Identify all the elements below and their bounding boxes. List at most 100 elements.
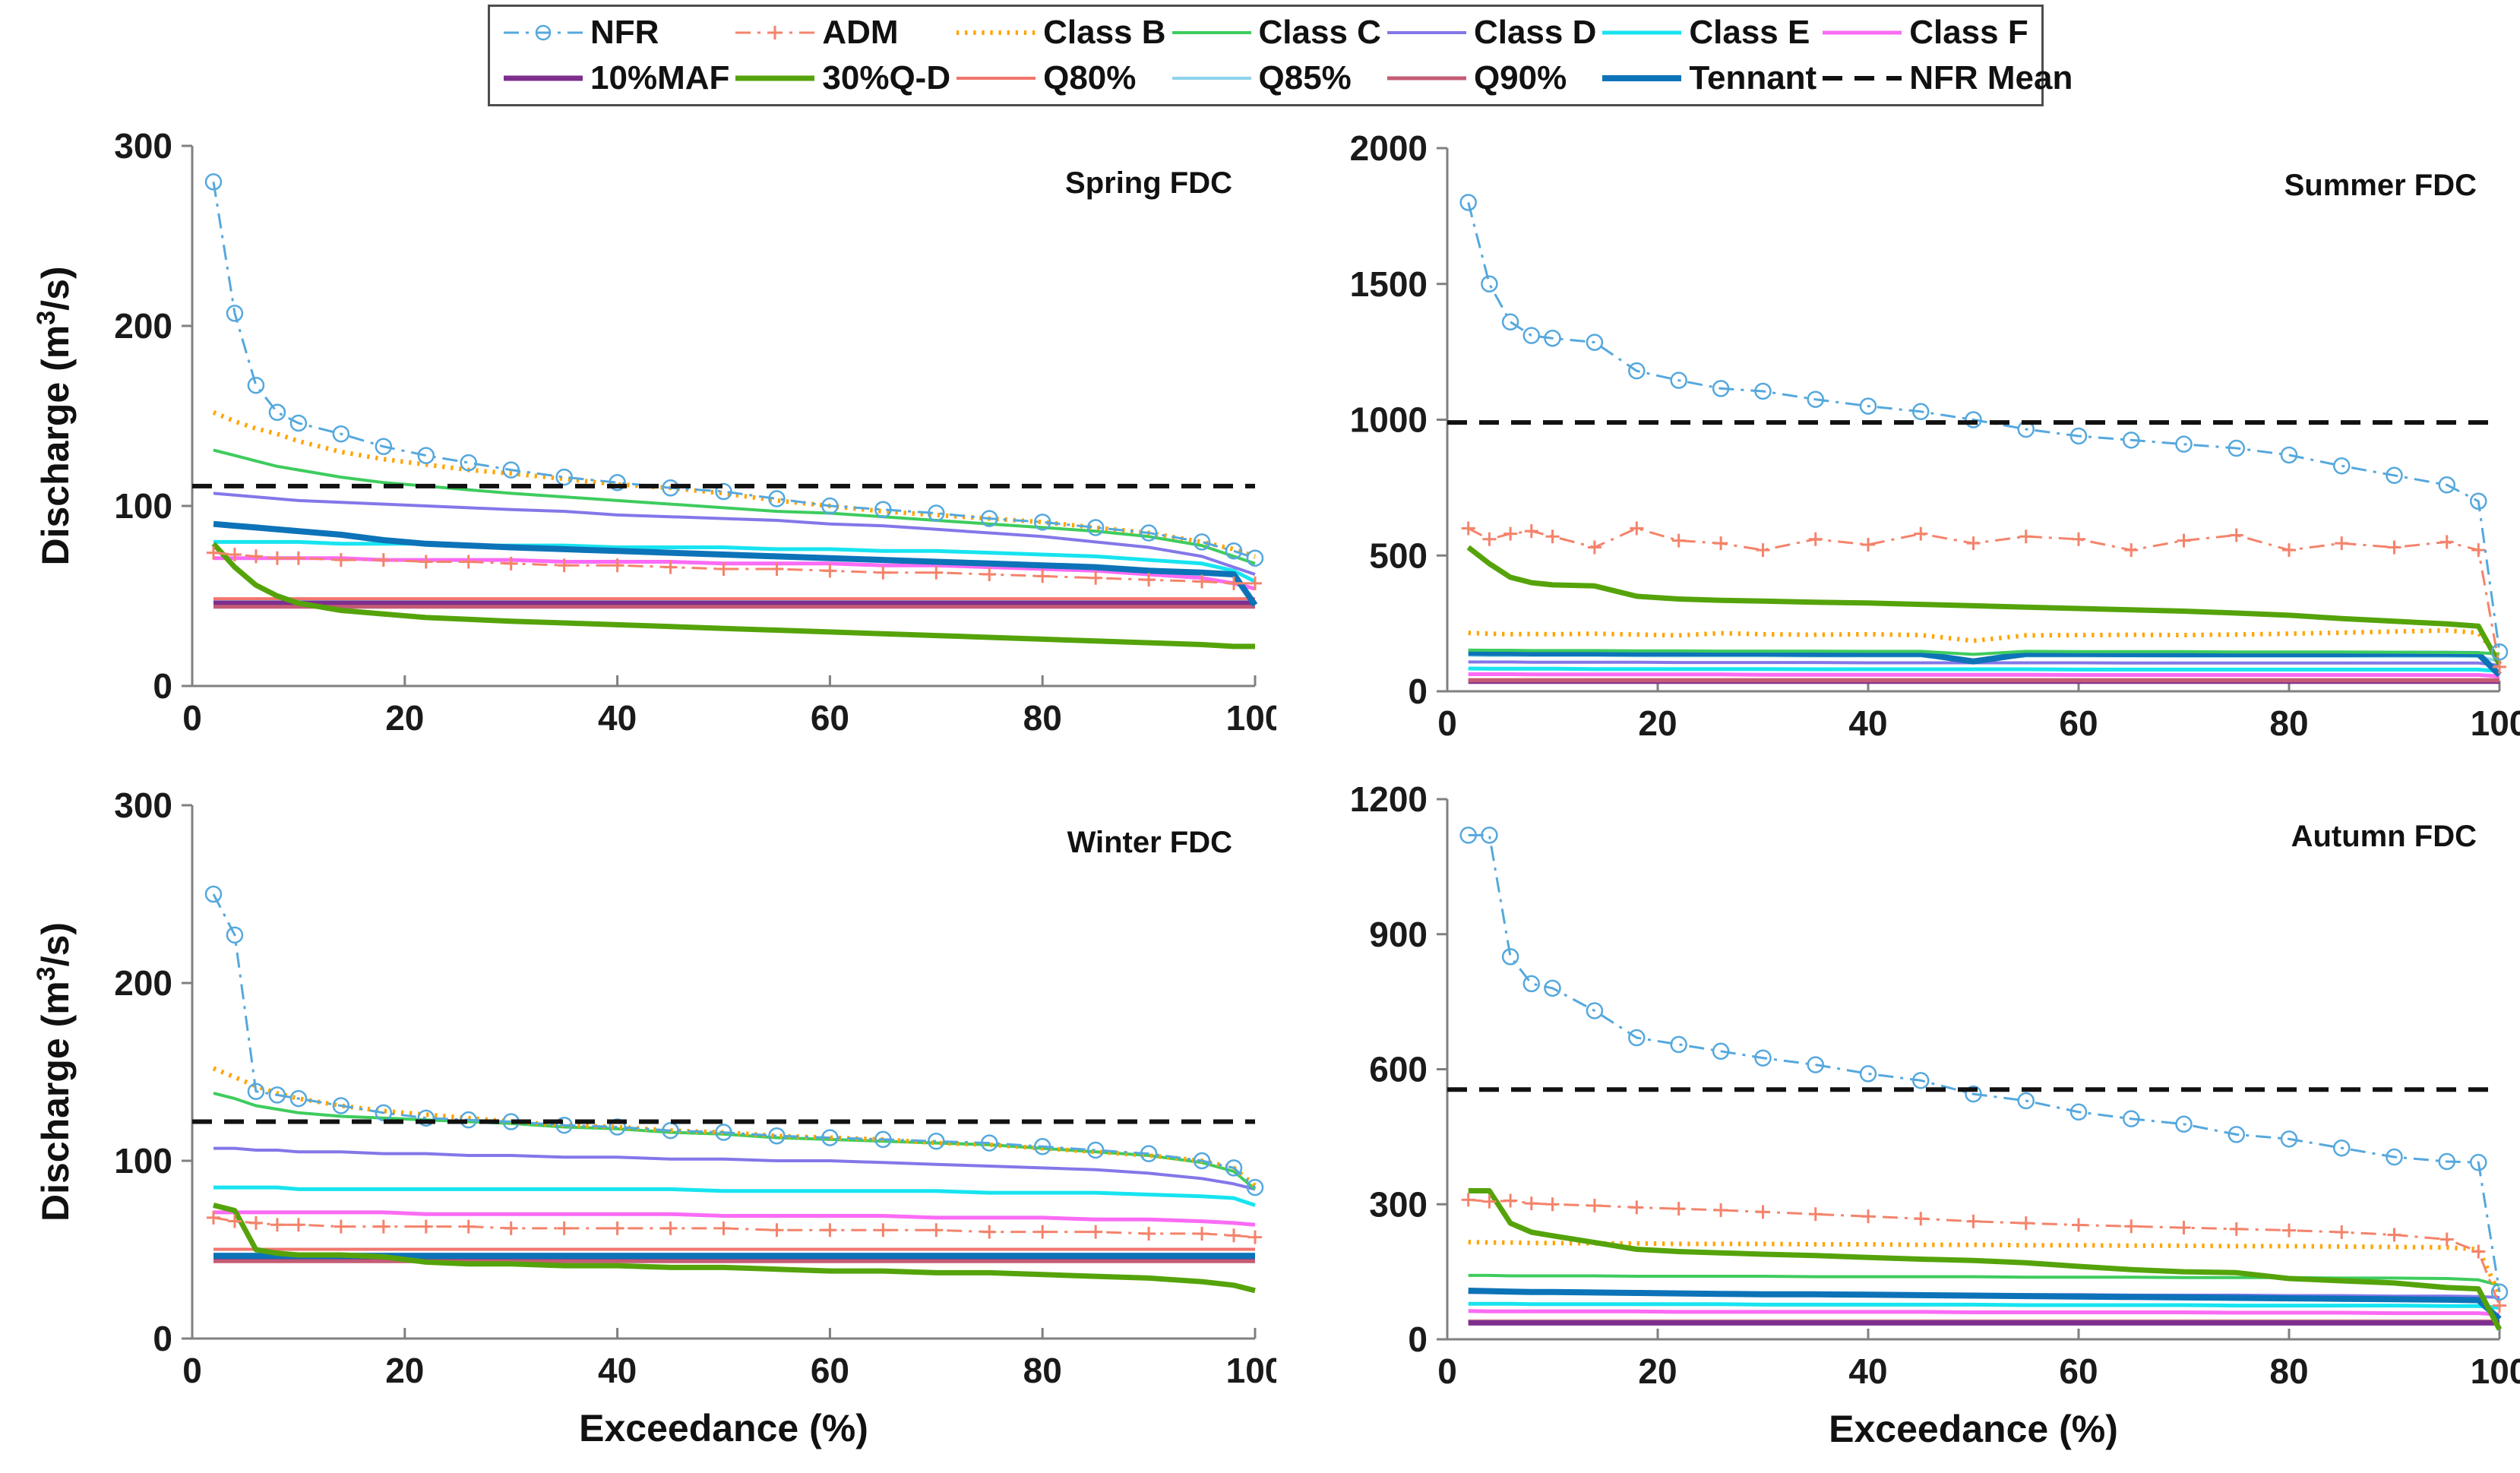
x-tick-label: 20 xyxy=(1638,703,1677,737)
nfr-marker xyxy=(715,482,732,501)
x-tick-label: 100 xyxy=(2471,1351,2520,1391)
nfr-marker xyxy=(1459,827,1477,844)
legend-item-q80-: Q80% xyxy=(953,59,1165,97)
legend-label: Q90% xyxy=(1473,59,1567,96)
nfr-marker xyxy=(1501,948,1519,966)
adm-marker xyxy=(1503,1193,1518,1208)
adm-marker xyxy=(1248,1230,1262,1244)
nfr-marker xyxy=(375,1104,393,1122)
adm-marker xyxy=(1545,529,1560,544)
y-tick-label: 1000 xyxy=(1350,400,1428,440)
adm-marker xyxy=(419,1219,433,1234)
adm-marker xyxy=(419,555,433,569)
adm-marker xyxy=(248,549,263,564)
series-line-nfr xyxy=(1467,202,2501,653)
spring-fdc-plot: 0 100 200 300 0 20 40 60 80 100 Discharge (m3/s) Sp… xyxy=(32,126,1276,737)
adm-marker xyxy=(982,1225,997,1239)
adm-marker xyxy=(291,1218,305,1232)
adm-marker xyxy=(2124,543,2139,558)
y-tick-label: 1200 xyxy=(1350,779,1428,819)
legend-line-sample-icon xyxy=(1386,31,1466,34)
adm-marker xyxy=(2471,1244,2486,1259)
nfr-marker xyxy=(289,414,308,432)
nfr-marker xyxy=(2175,1115,2193,1133)
legend-item-10-maf: 10%MAF xyxy=(501,59,729,97)
nfr-marker xyxy=(1965,1085,1982,1103)
adm-marker xyxy=(1756,1205,1770,1219)
nfr-marker xyxy=(1912,403,1930,421)
nfr-marker xyxy=(1807,1056,1824,1073)
x-tick-label: 20 xyxy=(1638,1351,1677,1391)
legend-label: Class F xyxy=(1909,14,2028,51)
nfr-marker xyxy=(1522,327,1541,344)
legend-line-sample-icon xyxy=(1823,30,1902,35)
plot-title: Summer FDC xyxy=(2284,169,2477,202)
nfr-marker xyxy=(928,1133,945,1150)
series-line-class-f xyxy=(1468,1309,2500,1317)
nfr-marker xyxy=(1670,1035,1687,1054)
adm-marker xyxy=(1524,524,1538,539)
series-line-class-c xyxy=(1468,648,2500,656)
nfr-marker xyxy=(2280,446,2298,464)
adm-marker xyxy=(2177,1221,2191,1235)
nfr-marker xyxy=(2069,427,2088,445)
series-line-nfr xyxy=(212,893,1257,1189)
legend-item-class-b: Class B xyxy=(953,14,1166,52)
legend-item-q90-: Q90% xyxy=(1384,59,1596,97)
adm-marker xyxy=(376,553,390,567)
nfr-marker xyxy=(1246,1178,1264,1196)
y-tick-label: 2000 xyxy=(1350,128,1428,168)
nfr-marker xyxy=(715,1124,732,1141)
adm-marker xyxy=(270,1218,284,1232)
y-tick-label: 200 xyxy=(114,306,172,346)
nfr-marker xyxy=(226,926,244,944)
adm-marker xyxy=(1482,532,1497,546)
nfr-marker xyxy=(289,1089,308,1108)
series-line-class-e xyxy=(1468,666,2500,673)
adm-marker xyxy=(2282,1223,2296,1238)
nfr-marker xyxy=(1859,1065,1877,1083)
x-tick-label: 60 xyxy=(811,1351,849,1390)
nfr-marker xyxy=(247,1083,265,1100)
adm-marker xyxy=(1089,571,1103,585)
adm-marker xyxy=(1914,1212,1928,1226)
adm-marker xyxy=(2387,1228,2401,1242)
series-line-class-e xyxy=(213,1185,1256,1207)
adm-marker xyxy=(206,1210,220,1225)
nfr-marker xyxy=(268,403,286,422)
adm-marker xyxy=(1714,1203,1728,1217)
legend-line-sample-icon xyxy=(1171,77,1251,80)
adm-marker xyxy=(334,553,348,567)
nfr-marker xyxy=(1807,390,1824,408)
nfr-marker xyxy=(1965,411,1982,428)
adm-marker xyxy=(929,565,944,580)
nfr-marker xyxy=(2280,1130,2298,1148)
x-tick-label: 60 xyxy=(2059,703,2098,737)
legend-item-nfr-mean: NFR Mean xyxy=(1820,59,2073,97)
nfr-marker xyxy=(928,504,945,522)
nfr-marker xyxy=(2438,476,2455,494)
adm-marker xyxy=(2439,1232,2454,1247)
series-line-class-b xyxy=(212,1066,1257,1188)
summer-fdc-plot: 0 500 1000 1500 2000 0 20 40 60 80 100 Summer FDC xyxy=(1350,128,2520,737)
nfr-marker xyxy=(204,173,223,191)
nfr-marker xyxy=(2386,1148,2403,1166)
nfr-marker xyxy=(268,1086,286,1104)
adm-marker xyxy=(770,561,784,576)
adm-marker xyxy=(2072,532,2085,546)
nfr-marker xyxy=(2438,1152,2455,1171)
adm-marker xyxy=(1714,536,1728,551)
series-line-class-f xyxy=(213,556,1256,591)
adm-marker xyxy=(557,558,571,573)
adm-marker xyxy=(1482,1194,1497,1209)
adm-marker xyxy=(2229,1222,2243,1236)
nfr-marker xyxy=(1544,979,1561,997)
nfr-marker xyxy=(1586,1002,1604,1019)
y-tick-label: 300 xyxy=(114,785,172,825)
legend-line-sample-icon xyxy=(735,75,815,81)
legend-label: Class C xyxy=(1258,14,1381,51)
legend-item-nfr: NFR xyxy=(501,14,729,52)
adm-marker xyxy=(1630,521,1644,536)
adm-marker xyxy=(610,558,624,573)
series-line-tennant xyxy=(213,520,1258,607)
